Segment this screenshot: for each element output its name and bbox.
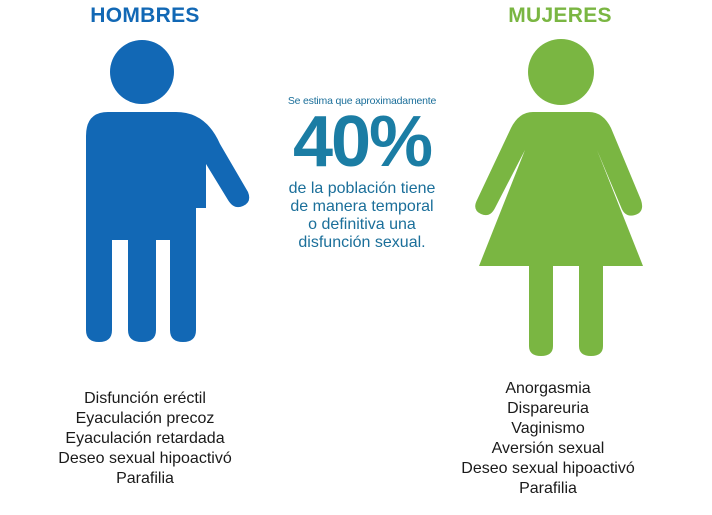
female-figure-icon xyxy=(475,39,643,356)
list-item: Vaginismo xyxy=(511,420,585,437)
list-item: Deseo sexual hipoactivó xyxy=(58,450,232,467)
description-line: o definitiva una xyxy=(308,216,416,233)
men-conditions-list: Disfunción eréctil Eyaculación precoz Ey… xyxy=(15,389,275,489)
statistic-description: de la población tiene de manera temporal… xyxy=(262,180,462,252)
list-item: Eyaculación precoz xyxy=(75,410,215,427)
men-heading: HOMBRES xyxy=(90,4,200,27)
list-item: Deseo sexual hipoactivó xyxy=(461,460,635,477)
list-item: Eyaculación retardada xyxy=(65,430,225,447)
list-item: Aversión sexual xyxy=(491,440,605,457)
women-heading: MUJERES xyxy=(508,4,612,27)
list-item: Disfunción eréctil xyxy=(84,390,206,407)
list-item: Parafilia xyxy=(519,480,577,497)
male-figure-icon xyxy=(86,40,250,342)
description-line: disfunción sexual. xyxy=(298,234,426,251)
list-item: Parafilia xyxy=(116,470,174,487)
list-item: Dispareuria xyxy=(507,400,589,417)
statistic-intro: Se estima que aproximadamente xyxy=(287,95,437,107)
description-line: de la población tiene xyxy=(288,180,436,197)
statistic-percentage: 40% xyxy=(292,102,433,182)
description-line: de manera temporal xyxy=(290,198,434,215)
list-item: Anorgasmia xyxy=(505,380,591,397)
women-conditions-list: Anorgasmia Dispareuria Vaginismo Aversió… xyxy=(418,379,678,499)
statistic-block: Se estima que aproximadamente 40% de la … xyxy=(262,95,462,252)
